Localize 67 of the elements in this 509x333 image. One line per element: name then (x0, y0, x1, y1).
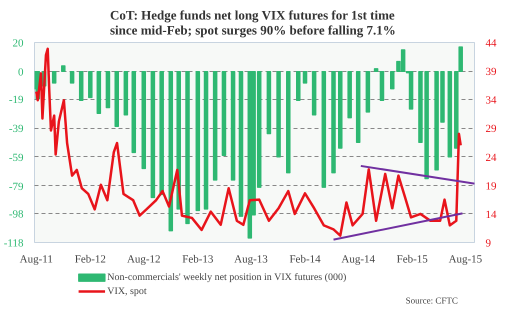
legend-label: VIX, spot (107, 286, 147, 297)
bar (204, 70, 208, 210)
bar (142, 70, 146, 170)
bar (96, 70, 102, 114)
bar (150, 70, 156, 198)
bar (418, 70, 423, 143)
x-tick-label: Feb-15 (396, 254, 428, 266)
y-tick-label: -59 (8, 152, 24, 164)
bar (230, 70, 236, 181)
bar (106, 70, 110, 108)
bar (286, 70, 291, 174)
bar (424, 70, 429, 180)
x-tick-label: Aug-13 (234, 254, 268, 266)
bar (296, 70, 301, 101)
y-tick-label: -118 (4, 238, 24, 250)
bar (338, 70, 343, 149)
bar (52, 70, 56, 84)
y2-tick-label: 19 (486, 180, 497, 192)
bar (266, 70, 272, 134)
bar (356, 70, 360, 143)
legend-label: Non-commercials' weekly net position in VIX futures (000) (107, 272, 346, 284)
bar (114, 70, 120, 128)
bar (61, 65, 66, 72)
bar (347, 70, 352, 118)
x-tick-label: Aug-15 (448, 254, 483, 266)
x-tick-label: Feb-12 (74, 254, 106, 266)
bar (78, 70, 84, 101)
y2-tick-label: 34 (486, 94, 497, 107)
bar (238, 70, 244, 217)
bar (196, 70, 200, 212)
bar (132, 70, 136, 154)
line-series (35, 48, 462, 237)
bar (312, 70, 316, 116)
y2-tick-label: 14 (486, 208, 497, 221)
bar (448, 70, 452, 158)
bar (159, 70, 164, 196)
y-tick-label: 20 (12, 38, 24, 50)
bar (222, 70, 226, 156)
y2-tick-label: 24 (486, 152, 497, 164)
bar (322, 70, 326, 188)
y-tick-label: -98 (8, 208, 24, 221)
bar (88, 70, 93, 98)
y-tick-label: -19 (8, 94, 24, 106)
source-note: Source: CFTC (406, 295, 458, 306)
chart-title: CoT: Hedge funds net long VIX futures for 1st time since mid-Feb; spot surges 90% before falling 7.1% (110, 8, 396, 38)
bar (302, 70, 308, 84)
x-tick-label: Aug-14 (341, 254, 376, 266)
y2-tick-label: 9 (486, 238, 492, 250)
y-tick-label: 0 (18, 66, 24, 78)
bar (366, 70, 370, 113)
y-tick-label: -39 (8, 123, 24, 136)
x-tick-label: Aug-11 (20, 254, 53, 266)
y2-tick-label: 44 (486, 38, 497, 50)
bar (408, 70, 414, 110)
bar (124, 70, 128, 116)
bar (212, 70, 218, 181)
x-tick-label: Feb-13 (182, 254, 214, 266)
y-tick-label: -79 (8, 180, 24, 193)
y2-tick-label: 39 (486, 66, 497, 78)
y2-tick-label: 29 (486, 123, 497, 136)
bar (168, 70, 174, 232)
bar (276, 70, 281, 158)
bar (185, 70, 190, 224)
x-tick-label: Feb-14 (289, 254, 322, 266)
x-tick-label: Aug-12 (126, 254, 161, 266)
bar (331, 70, 336, 174)
bar (70, 70, 74, 84)
